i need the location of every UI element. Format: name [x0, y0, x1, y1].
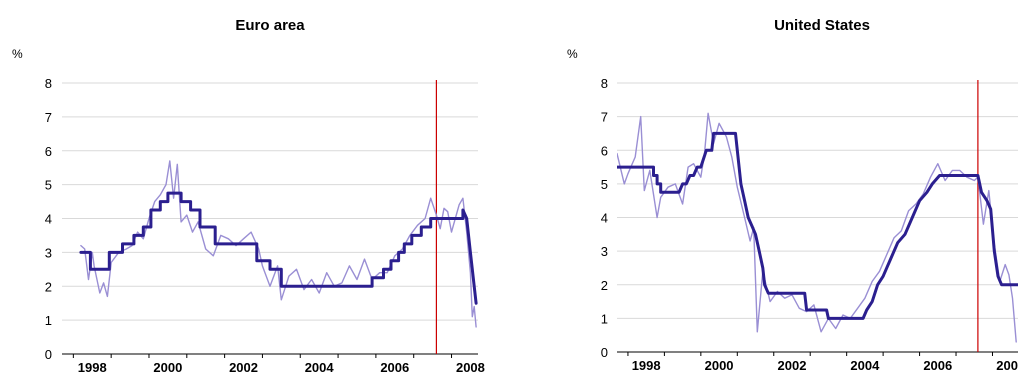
y-tick-label-6: 6 [601, 143, 608, 158]
y-tick-label-8: 8 [45, 76, 52, 91]
x-tick-label-2006: 2006 [380, 360, 409, 375]
x-tick-label-2002: 2002 [778, 358, 807, 373]
x-tick-label-2006: 2006 [923, 358, 952, 373]
y-tick-label-0: 0 [601, 345, 608, 360]
y-tick-label-6: 6 [45, 144, 52, 159]
y-tick-label-3: 3 [601, 244, 608, 259]
policy-rate-series-line [79, 191, 478, 305]
market-rate-series-line [80, 160, 477, 328]
chart-euro-area: Euro area% 0 1 2 3 4 5 6 7 8 1998 2000 2002 2004 2006 2… [12, 17, 485, 375]
chart-title: United States [774, 17, 870, 34]
chart-panel-euro-area: Euro area% 0 1 2 3 4 5 6 7 8 1998 2000 2002 2004 2006 2… [12, 17, 485, 375]
x-tick-label-2004: 2004 [850, 358, 880, 373]
y-tick-label-7: 7 [45, 110, 52, 125]
y-axis-unit-label: % [567, 47, 578, 61]
y-tick-label-5: 5 [601, 177, 608, 192]
chart-title: Euro area [235, 17, 305, 34]
x-tick-label-2000: 2000 [705, 358, 734, 373]
y-tick-label-1: 1 [45, 313, 52, 328]
chart-panel-united-states: United States% 0 1 2 3 4 5 6 7 8 1998 2000 2002 2004 2… [509, 0, 1018, 376]
y-tick-label-2: 2 [45, 279, 52, 294]
y-axis-unit-label: % [12, 47, 23, 61]
y-tick-label-4: 4 [601, 211, 608, 226]
x-tick-label-1998: 1998 [632, 358, 661, 373]
y-tick-label-4: 4 [45, 212, 52, 227]
y-tick-label-2: 2 [601, 278, 608, 293]
x-tick-label-2004: 2004 [305, 360, 335, 375]
x-tick-label-2002: 2002 [229, 360, 258, 375]
market-rate-series-line [617, 112, 1017, 343]
x-tick-label-2008: 2008 [996, 358, 1018, 373]
x-tick-label-2000: 2000 [153, 360, 182, 375]
y-tick-label-5: 5 [45, 178, 52, 193]
x-tick-label-1998: 1998 [78, 360, 107, 375]
policy-rate-series-line [617, 131, 1018, 320]
y-tick-label-3: 3 [45, 245, 52, 260]
y-tick-label-0: 0 [45, 347, 52, 362]
y-tick-label-7: 7 [601, 110, 608, 125]
y-tick-label-8: 8 [601, 76, 608, 91]
x-tick-label-2008: 2008 [456, 360, 485, 375]
y-tick-label-1: 1 [601, 311, 608, 326]
chart-united-states: United States% 0 1 2 3 4 5 6 7 8 1998 2000 2002 2004 2… [567, 17, 1018, 373]
